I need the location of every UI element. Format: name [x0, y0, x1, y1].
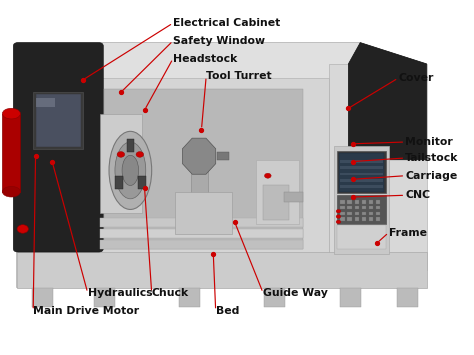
Polygon shape	[17, 43, 100, 248]
Bar	[337, 195, 386, 224]
Bar	[376, 212, 380, 215]
Bar	[264, 288, 285, 307]
Ellipse shape	[109, 131, 152, 209]
Bar	[100, 218, 303, 227]
Text: Main Drive Motor: Main Drive Motor	[33, 306, 139, 316]
Bar	[362, 212, 366, 215]
Circle shape	[336, 209, 341, 213]
Text: Frame: Frame	[389, 228, 427, 237]
Bar	[369, 217, 373, 221]
Bar	[340, 166, 383, 169]
Bar	[337, 151, 386, 193]
Bar	[340, 288, 361, 307]
Bar	[36, 94, 81, 147]
Bar	[397, 288, 418, 307]
Bar	[334, 146, 389, 254]
Circle shape	[17, 225, 28, 233]
Bar	[355, 217, 359, 221]
Bar	[340, 212, 345, 215]
Bar	[376, 217, 380, 221]
Bar	[369, 206, 373, 209]
Bar	[347, 217, 352, 221]
Circle shape	[117, 152, 125, 157]
Bar	[362, 206, 366, 209]
Bar	[340, 160, 383, 163]
Text: Guide Way: Guide Way	[263, 288, 328, 298]
Bar	[347, 212, 352, 215]
Ellipse shape	[115, 142, 146, 199]
Bar	[138, 176, 146, 189]
Text: Electrical Cabinet: Electrical Cabinet	[173, 18, 280, 28]
Bar	[355, 200, 359, 204]
Bar	[340, 179, 383, 182]
Bar	[33, 92, 83, 149]
Bar	[179, 288, 200, 307]
Polygon shape	[17, 43, 427, 288]
Bar	[362, 217, 366, 221]
Text: Tool Turret: Tool Turret	[206, 71, 272, 81]
Bar	[376, 200, 380, 204]
Bar	[355, 206, 359, 209]
Polygon shape	[329, 64, 427, 270]
Bar	[340, 206, 345, 209]
Bar	[17, 252, 427, 288]
Text: Cover: Cover	[398, 73, 434, 83]
Bar	[355, 212, 359, 215]
Bar	[369, 200, 373, 204]
Bar	[339, 153, 384, 192]
FancyBboxPatch shape	[13, 43, 103, 252]
Bar	[256, 160, 299, 224]
Bar	[100, 114, 142, 213]
Circle shape	[264, 173, 271, 178]
Bar	[284, 192, 303, 202]
Text: Headstock: Headstock	[173, 54, 237, 64]
Text: Carriage: Carriage	[405, 171, 457, 181]
Bar	[340, 173, 383, 175]
Polygon shape	[348, 43, 427, 160]
Circle shape	[336, 220, 341, 224]
Bar	[115, 176, 123, 189]
Bar	[2, 114, 20, 192]
Bar	[347, 206, 352, 209]
Bar	[369, 212, 373, 215]
Polygon shape	[104, 89, 303, 248]
Bar	[100, 240, 303, 248]
Polygon shape	[182, 138, 216, 174]
Ellipse shape	[122, 155, 138, 185]
Text: Monitor: Monitor	[405, 137, 453, 147]
Bar	[362, 200, 366, 204]
Bar	[340, 185, 383, 188]
Text: Tailstock: Tailstock	[405, 153, 459, 163]
Bar	[100, 229, 303, 238]
Text: Safety Window: Safety Window	[173, 36, 265, 46]
Text: Bed: Bed	[216, 306, 239, 316]
Bar	[376, 206, 380, 209]
Bar	[127, 139, 134, 152]
Bar	[347, 200, 352, 204]
Bar	[32, 288, 53, 307]
Bar	[191, 142, 208, 220]
Bar	[337, 225, 386, 248]
Bar	[217, 152, 229, 160]
Bar	[36, 98, 55, 106]
Circle shape	[336, 215, 341, 218]
Bar	[263, 185, 289, 220]
Circle shape	[136, 152, 144, 157]
Text: Hydraulics: Hydraulics	[88, 288, 152, 298]
Text: Chuck: Chuck	[152, 288, 189, 298]
Bar	[340, 200, 345, 204]
Polygon shape	[100, 78, 329, 270]
Ellipse shape	[2, 108, 20, 119]
Text: CNC: CNC	[405, 190, 430, 200]
Bar	[175, 192, 232, 234]
Ellipse shape	[2, 186, 20, 197]
Bar	[340, 217, 345, 221]
Bar	[94, 288, 115, 307]
